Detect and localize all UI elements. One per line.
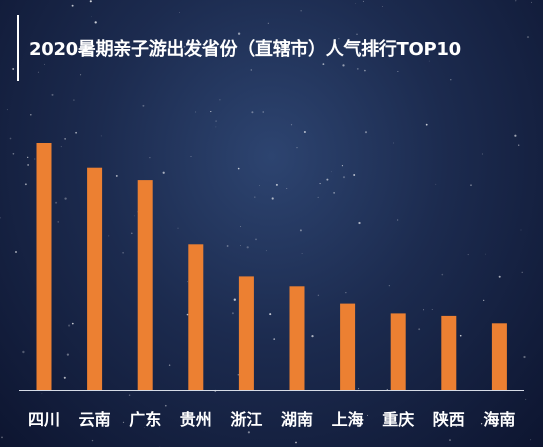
category-label: 海南: [483, 410, 515, 429]
category-labels-group: 四川 云南 广东 贵州 浙江 湖南 上海 重庆 陕西 海南: [28, 410, 515, 429]
category-label: 浙江: [230, 410, 262, 429]
chart-title: 2020暑期亲子游出发省份（直辖市）人气排行TOP10: [29, 39, 461, 60]
bar-陕西: [441, 315, 457, 390]
title-accent-line: [17, 15, 19, 81]
bar-上海: [340, 303, 356, 390]
category-label: 广东: [129, 410, 161, 429]
bar-贵州: [188, 244, 204, 390]
bar-湖南: [289, 286, 305, 390]
bar-浙江: [238, 276, 254, 390]
category-label: 重庆: [382, 410, 414, 429]
category-label: 贵州: [180, 410, 212, 429]
bar-广东: [137, 180, 153, 390]
category-label: 四川: [28, 410, 60, 429]
bars-group: [36, 143, 507, 390]
category-label: 湖南: [281, 410, 313, 429]
category-label: 陕西: [433, 410, 465, 429]
category-label: 上海: [332, 410, 364, 429]
bar-重庆: [390, 313, 406, 390]
bar-海南: [491, 323, 507, 390]
bar-云南: [87, 167, 103, 390]
category-label: 云南: [79, 410, 111, 429]
bar-四川: [36, 143, 52, 390]
